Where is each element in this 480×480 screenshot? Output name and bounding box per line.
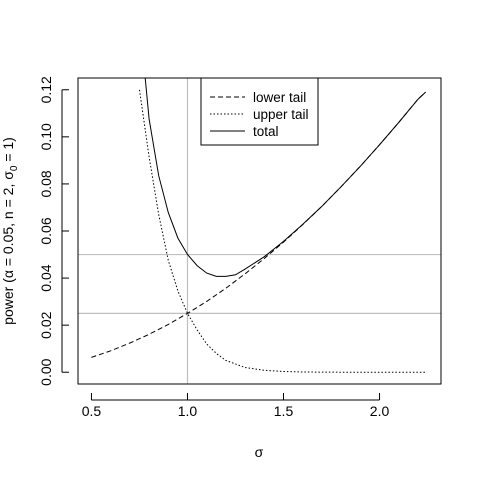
x-tick-label: 0.5 [82, 403, 102, 419]
y-tick-label: 0.08 [38, 170, 54, 197]
x-tick-label: 1.0 [178, 403, 198, 419]
series-layer [91, 78, 426, 373]
reference-lines [78, 78, 441, 384]
legend-label-lower-tail: lower tail [253, 90, 306, 105]
y-axis-title-prefix: power (α = 0.05, n = 2, σ [0, 171, 16, 325]
legend-label-total: total [253, 124, 279, 139]
y-axis-title-subscript: 0 [9, 165, 20, 171]
y-tick-label: 0.00 [38, 358, 54, 385]
y-axis-title-suffix: = 1) [0, 137, 16, 165]
x-tick-label: 1.5 [274, 403, 294, 419]
y-tick-label: 0.12 [38, 76, 54, 103]
legend: lower tail upper tail total [200, 77, 319, 146]
legend-label-upper-tail: upper tail [253, 107, 309, 122]
x-tick-label: 2.0 [370, 403, 390, 419]
series-line-upper-tail [139, 89, 426, 373]
legend-box [200, 77, 319, 146]
y-tick-label: 0.10 [38, 123, 54, 150]
y-tick-label: 0.06 [38, 217, 54, 244]
y-axis: 0.00 0.02 0.04 0.06 0.08 0.10 0.12 [38, 76, 69, 386]
y-tick-label: 0.02 [38, 311, 54, 338]
y-axis-title: power (α = 0.05, n = 2, σ0 = 1) [0, 137, 20, 325]
x-axis-title: σ [255, 444, 264, 460]
series-line-total [144, 78, 426, 277]
y-tick-label: 0.04 [38, 264, 54, 291]
x-axis: 0.5 1.0 1.5 2.0 [82, 393, 390, 419]
